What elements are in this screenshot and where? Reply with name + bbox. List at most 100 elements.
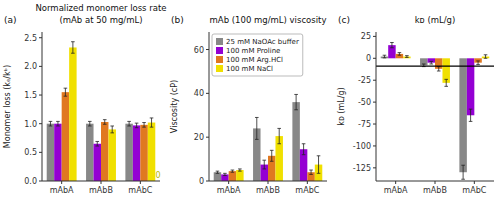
error-bar [238,169,242,171]
error-stem [151,118,152,127]
error-bar [294,94,298,109]
error-stem [97,141,98,146]
error-cap [64,88,68,89]
plot-area [47,42,156,181]
error-stem [89,121,90,126]
error-cap [317,173,321,174]
error-stem [144,123,145,128]
error-cap [383,57,387,58]
error-cap [71,41,75,42]
error-bar [95,141,99,146]
error-cap [277,128,281,129]
error-cap [270,161,274,162]
error-cap [317,155,321,156]
panel: -125-100-75-50-25025mAbAmAbBmAbCkᴅ (mL/g… [337,15,494,195]
error-cap [398,55,402,56]
error-stem [485,55,486,59]
error-cap [309,170,313,171]
error-bar [103,120,107,125]
error-cap [270,150,274,151]
error-cap [405,57,409,58]
bar [420,58,427,65]
error-cap [294,109,298,110]
panel: 0.00.51.01.52.02.5mAbAmAbBmAbCMonomer lo… [3,3,167,195]
y-tick-label: 1.0 [24,120,37,129]
legend-label: 25 mM NaOAc buffer [226,38,299,46]
error-stem [318,156,319,174]
annotation: 0 [155,171,160,180]
error-cap [444,86,448,87]
bar [133,125,140,181]
x-tick [61,181,62,184]
error-cap [95,141,99,142]
error-cap [103,124,107,125]
error-cap [142,127,146,128]
error-bar [142,123,146,128]
error-cap [142,122,146,123]
error-bar [262,160,266,169]
panel-label: (b) [171,15,184,25]
legend-swatch [216,65,223,72]
y-tick-label: -125 [353,164,371,173]
panel-label: (c) [338,15,350,25]
x-tick [140,181,141,184]
error-stem [446,79,447,86]
legend-swatch [216,56,223,63]
error-stem [136,123,137,128]
y-tick-label: -50 [358,98,371,107]
bar [467,58,474,115]
error-bar [71,42,75,53]
bar [47,124,54,181]
error-cap [476,64,480,65]
error-stem [271,150,272,161]
error-cap [383,55,387,56]
error-cap [262,160,266,161]
error-bar [223,173,227,175]
legend-box [212,34,303,76]
error-cap [95,146,99,147]
error-bar [405,56,409,58]
error-cap [277,143,281,144]
error-cap [135,127,139,128]
error-cap [49,121,53,122]
error-bar [49,121,53,126]
error-cap [484,54,488,55]
error-bar [429,61,433,64]
error-cap [398,52,402,53]
error-cap [461,165,465,166]
y-tick-label: 0 [199,177,204,186]
y-tick-label: 0.5 [24,148,37,157]
error-cap [135,123,139,124]
plot-area [376,43,494,180]
title: kᴅ (mL/g) [415,15,456,25]
y-tick-label: 25 [361,32,371,41]
error-stem [296,94,297,109]
bar [62,92,69,181]
error-stem [72,42,73,53]
error-stem [463,165,464,179]
error-bar [270,150,274,161]
panel-label: (a) [4,15,17,25]
error-stem [65,88,66,96]
y-axis [209,32,210,181]
x-tick-label: mAbC [128,186,152,195]
subtitle: (mAb at 50 mg/mL) [59,15,142,25]
bar [236,170,243,181]
error-stem [104,120,105,125]
error-cap [309,174,313,175]
bar [125,124,132,181]
error-cap [469,109,473,110]
y-tick-label: 0 [366,54,371,63]
chart: 0.00.51.01.52.02.5mAbAmAbBmAbCMonomer lo… [0,0,500,209]
error-bar [277,128,281,143]
legend-label: 100 mM Arg.HCl [226,56,283,64]
error-cap [476,60,480,61]
error-bar [88,121,92,126]
error-cap [390,42,394,43]
error-stem [303,144,304,155]
error-cap [302,154,306,155]
error-cap [150,117,154,118]
error-bar [484,55,488,59]
error-stem [57,121,58,126]
error-stem [264,160,265,169]
